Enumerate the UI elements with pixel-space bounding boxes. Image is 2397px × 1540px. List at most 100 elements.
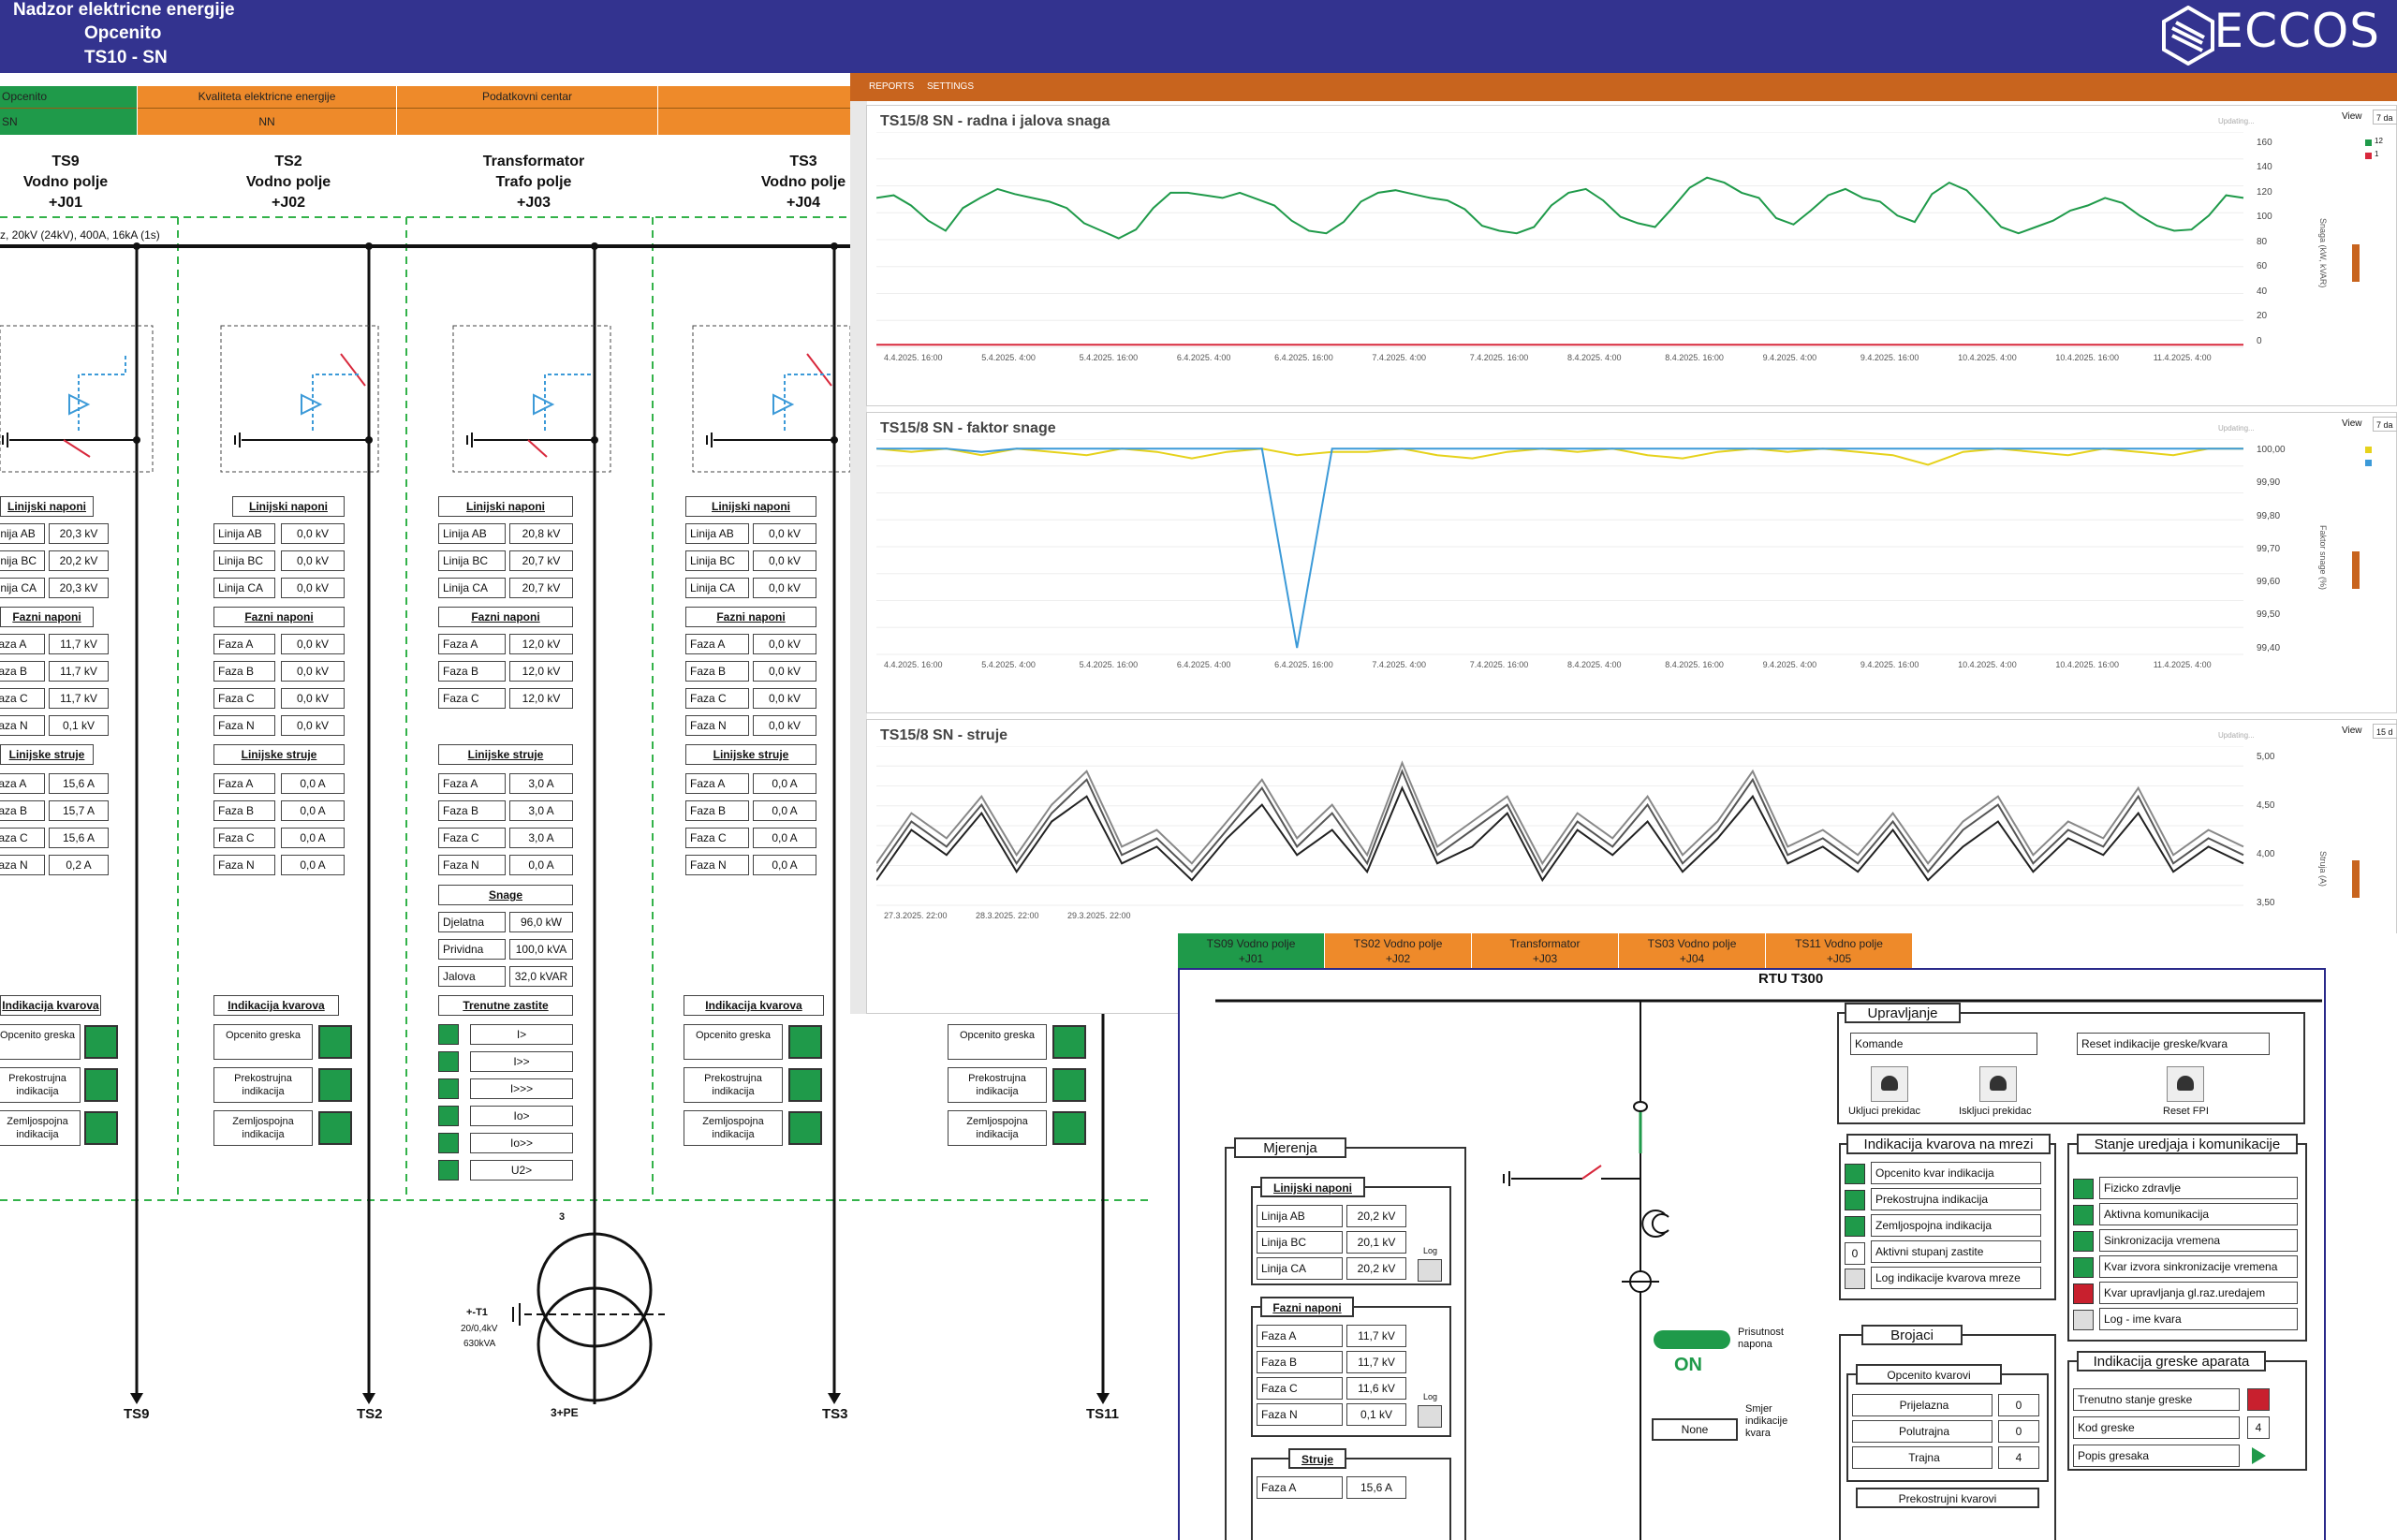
prot-i3: I>>> bbox=[470, 1078, 573, 1099]
prot-io2: Io>> bbox=[470, 1133, 573, 1153]
section-line-voltages: Linijski naponi bbox=[685, 496, 816, 517]
label-phase-n: Faza N bbox=[685, 715, 749, 736]
section-line-currents: Linijske struje bbox=[438, 744, 573, 765]
rtu-value-phase-c: 11,6 kV bbox=[1346, 1377, 1406, 1400]
value-current-b: 3,0 A bbox=[509, 800, 573, 821]
general-fault-indicator bbox=[1052, 1025, 1086, 1059]
rtu-tab-j02[interactable]: TS02 Vodno polje +J02 bbox=[1325, 933, 1471, 968]
y-tick-label: 3,50 bbox=[2257, 898, 2275, 909]
label-current-n: Faza N bbox=[438, 855, 506, 875]
label-current-b: Faza B bbox=[438, 800, 506, 821]
tab-opcenito-label[interactable]: Opcenito bbox=[0, 86, 137, 109]
chart-pf-ylabel: Faktor snage (%) bbox=[2318, 525, 2328, 591]
series-line-0 bbox=[876, 176, 2244, 240]
tab-opcenito[interactable]: Opcenito SN bbox=[0, 86, 137, 135]
ind-log-icon[interactable] bbox=[1845, 1269, 1865, 1289]
rtu-tab-j04-name[interactable]: TS03 Vodno polje bbox=[1647, 937, 1737, 950]
transformer-power: 630kVA bbox=[463, 1339, 496, 1349]
rtu-tab-j02-code[interactable]: +J02 bbox=[1385, 952, 1411, 965]
earth-fault-indicator bbox=[1052, 1111, 1086, 1145]
tab-podatkovni[interactable]: Podatkovni centar bbox=[397, 86, 657, 135]
busbar-label: z, 20kV (24kV), 400A, 16kA (1s) bbox=[0, 228, 160, 242]
transformer-num: 3 bbox=[559, 1211, 566, 1223]
st-log-icon[interactable] bbox=[2073, 1310, 2094, 1330]
log-button-2-icon[interactable] bbox=[1418, 1405, 1442, 1428]
rtu-tab-j05[interactable]: TS11 Vodno polje +J05 bbox=[1766, 933, 1912, 968]
rtu-value-phase-b: 11,7 kV bbox=[1346, 1351, 1406, 1373]
tab-kvaliteta-label[interactable]: Kvaliteta elektricne energije bbox=[138, 86, 396, 109]
breaker-on-label: Ukljuci prekidac bbox=[1848, 1106, 1921, 1117]
tab-extra[interactable] bbox=[658, 86, 866, 135]
overcurrent-indicator bbox=[84, 1068, 118, 1102]
label-phase-a: Faza A bbox=[0, 634, 45, 654]
log-label-2: Log bbox=[1423, 1392, 1438, 1401]
rtu-tab-j01[interactable]: TS09 Vodno polje +J01 bbox=[1178, 933, 1324, 968]
tab-sn-label[interactable]: SN bbox=[2, 115, 18, 128]
value-line-bc: 0,0 kV bbox=[281, 550, 345, 571]
chart-power-period-select[interactable]: 7 da bbox=[2373, 110, 2397, 125]
chart-power-updating: Updating... bbox=[2218, 117, 2255, 125]
komande-field[interactable]: Komande bbox=[1850, 1033, 2037, 1055]
prot-indicator-3 bbox=[438, 1078, 459, 1099]
rtu-schematic bbox=[1215, 999, 2322, 1540]
rtu-tab-j04-code[interactable]: +J04 bbox=[1679, 952, 1705, 965]
feeder-header-j02: TS2 Vodno polje +J02 bbox=[245, 154, 331, 211]
network-fault-title: Indikacija kvarova na mrezi bbox=[1846, 1134, 2051, 1154]
st-log-label[interactable]: Log - ime kvara bbox=[2099, 1308, 2298, 1330]
chart-pf-period-select[interactable]: 7 da bbox=[2373, 417, 2397, 432]
label-current-b: Faza B bbox=[213, 800, 275, 821]
ind-log-label[interactable]: Log indikacije kvarova mreze bbox=[1871, 1267, 2041, 1289]
upravljanje-box bbox=[1837, 1012, 2305, 1124]
settings-link[interactable]: SETTINGS bbox=[927, 81, 975, 92]
value-phase-a: 0,0 kV bbox=[281, 634, 345, 654]
y-tick-label: 40 bbox=[2257, 286, 2268, 297]
reset-fpi-button[interactable] bbox=[2167, 1066, 2204, 1102]
ind-general-led bbox=[1845, 1164, 1865, 1184]
tab-nn-label[interactable]: NN bbox=[258, 115, 275, 128]
chart-pf-scroll-handle[interactable] bbox=[2352, 551, 2360, 589]
rtu-tab-j01-name[interactable]: TS09 Vodno polje bbox=[1206, 937, 1296, 950]
label-reactive-power: Jalova bbox=[438, 966, 506, 987]
series-line-1 bbox=[876, 447, 2243, 649]
rtu-tab-j03-code[interactable]: +J03 bbox=[1532, 952, 1558, 965]
value-apparent-power: 100,0 kVA bbox=[509, 939, 573, 960]
rtu-tab-j03[interactable]: Transformator +J03 bbox=[1472, 933, 1618, 968]
error-state-led bbox=[2247, 1388, 2270, 1411]
reports-link[interactable]: REPORTS bbox=[869, 81, 915, 92]
rtu-tab-j02-name[interactable]: TS02 Vodno polje bbox=[1353, 937, 1443, 950]
rtu-tab-j03-name[interactable]: Transformator bbox=[1509, 937, 1581, 950]
eccos-logo-icon bbox=[2162, 6, 2214, 66]
chart-power-scroll-handle[interactable] bbox=[2352, 244, 2360, 282]
rtu-tab-j05-name[interactable]: TS11 Vodno polje bbox=[1795, 937, 1883, 950]
chart-currents-period-select[interactable]: 15 d bbox=[2373, 724, 2397, 739]
voltage-presence-toggle[interactable] bbox=[1654, 1330, 1730, 1349]
value-phase-b: 11,7 kV bbox=[49, 661, 109, 682]
breaker-on-button[interactable] bbox=[1871, 1066, 1908, 1102]
page-title: Opcenito bbox=[84, 23, 162, 43]
error-code-value: 4 bbox=[2247, 1416, 2270, 1439]
rtu-label-line-bc: Linija BC bbox=[1257, 1231, 1343, 1254]
ind-general-label: Opcenito kvar indikacija bbox=[1871, 1162, 2041, 1184]
value-current-n: 0,0 A bbox=[753, 855, 816, 875]
chart-currents-scroll-handle[interactable] bbox=[2352, 860, 2360, 898]
label-phase-a: Faza A bbox=[213, 634, 275, 654]
rtu-tab-j01-code[interactable]: +J01 bbox=[1238, 952, 1264, 965]
tab-podatkovni-label[interactable]: Podatkovni centar bbox=[397, 86, 657, 109]
series-line-1 bbox=[876, 769, 2244, 874]
x-tick-label: 7.4.2025. 4:00 bbox=[1372, 353, 1426, 362]
label-current-c: Faza C bbox=[0, 828, 45, 848]
rtu-value-line-bc: 20,1 kV bbox=[1346, 1231, 1406, 1254]
rtu-tab-j05-code[interactable]: +J05 bbox=[1826, 952, 1852, 965]
reset-indication-field[interactable]: Reset indikacije greske/kvara bbox=[2077, 1033, 2270, 1055]
tab-kvaliteta[interactable]: Kvaliteta elektricne energije NN bbox=[138, 86, 396, 135]
breaker-off-button[interactable] bbox=[1979, 1066, 2017, 1102]
legend-red-label: 1 bbox=[2375, 150, 2379, 158]
x-tick-label: 11.4.2025. 4:00 bbox=[2153, 353, 2212, 362]
y-tick-label: 160 bbox=[2257, 138, 2272, 148]
prot-indicator-1 bbox=[438, 1024, 459, 1045]
earth-fault-indicator bbox=[318, 1111, 352, 1145]
label-line-ca: Linija CA bbox=[685, 578, 749, 598]
error-list-arrow-icon[interactable] bbox=[2247, 1445, 2270, 1467]
log-button-1-icon[interactable] bbox=[1418, 1259, 1442, 1282]
rtu-tab-j04[interactable]: TS03 Vodno polje +J04 bbox=[1619, 933, 1765, 968]
